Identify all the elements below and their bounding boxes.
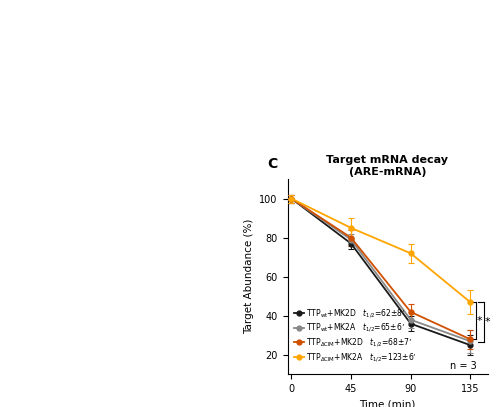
- Legend: TTP$_{\mathrm{wt}}$+MK2D   $t_{1/2}$=62±8’, TTP$_{\mathrm{wt}}$+MK2A   $t_{1/2}$: TTP$_{\mathrm{wt}}$+MK2D $t_{1/2}$=62±8’…: [292, 304, 420, 367]
- Text: *: *: [477, 316, 482, 326]
- Title: Target mRNA decay
(ARE-mRNA): Target mRNA decay (ARE-mRNA): [326, 155, 448, 177]
- Text: *: *: [485, 317, 490, 327]
- Text: C: C: [268, 157, 278, 171]
- Text: n = 3: n = 3: [450, 361, 477, 370]
- X-axis label: Time (min): Time (min): [360, 400, 416, 407]
- Y-axis label: Target Abundance (%): Target Abundance (%): [244, 219, 254, 335]
